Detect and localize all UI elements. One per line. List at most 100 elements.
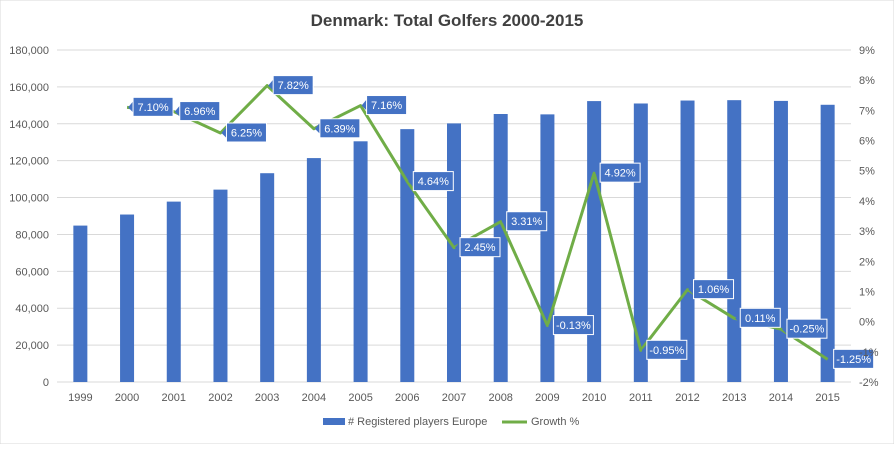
data-label-box	[412, 171, 454, 192]
data-label-text: 7.82%	[278, 80, 309, 92]
bar	[633, 103, 648, 382]
data-label-text: 6.96%	[184, 106, 215, 118]
data-label: -0.95%	[641, 339, 688, 360]
right-tick-label: 9%	[859, 45, 875, 57]
right-tick-label: 2%	[859, 256, 875, 268]
bar	[400, 129, 415, 382]
data-label-box	[225, 122, 267, 143]
x-tick-label: 1999	[68, 392, 92, 404]
data-label-text: 2.45%	[464, 242, 495, 254]
data-label-pointer	[128, 101, 134, 113]
data-label-pointer	[595, 167, 601, 179]
bar	[73, 225, 88, 382]
data-label-box	[833, 348, 875, 369]
bar	[773, 100, 788, 382]
left-tick-label: 60,000	[15, 266, 49, 278]
data-label: 2.45%	[455, 237, 501, 258]
data-labels: 7.10% 6.96% 6.25% 7.82% 6.39% 7.16% 4.64% 2.45%…	[128, 75, 875, 369]
data-label-box	[506, 211, 548, 232]
bar	[727, 100, 742, 383]
data-label-text: 6.39%	[324, 123, 355, 135]
bar	[120, 214, 135, 382]
x-tick-label: 2007	[442, 392, 466, 404]
data-label-pointer	[361, 99, 367, 111]
data-label-text: 0.11%	[745, 313, 776, 325]
legend-swatch-bars	[323, 418, 345, 425]
data-label: 7.10%	[128, 96, 174, 117]
x-tick-label: 2014	[769, 392, 793, 404]
growth-line	[126, 84, 829, 361]
right-tick-label: 6%	[859, 136, 875, 148]
data-label-box	[272, 75, 314, 96]
data-label-box	[552, 315, 594, 336]
legend-label-bars: # Registered players Europe	[348, 416, 487, 428]
data-label: 7.16%	[361, 95, 408, 116]
left-tick-label: 0	[43, 377, 49, 389]
x-tick-label: 2005	[348, 392, 372, 404]
right-tick-label: 7%	[859, 105, 875, 117]
data-label-text: 4.92%	[605, 168, 636, 180]
bar	[260, 173, 275, 382]
data-label-box	[319, 118, 361, 139]
data-label: 6.39%	[314, 118, 361, 139]
x-tick-label: 2015	[815, 392, 839, 404]
bar	[447, 123, 461, 383]
data-label: 3.31%	[501, 211, 548, 232]
data-label: -0.25%	[781, 318, 828, 339]
data-label-text: -0.13%	[556, 320, 591, 332]
data-label: 4.64%	[408, 171, 454, 192]
data-label-box	[179, 101, 221, 122]
right-tick-label: 5%	[859, 166, 875, 178]
data-label-pointer	[174, 105, 180, 117]
data-label-box	[132, 96, 174, 117]
data-label-box	[693, 279, 735, 300]
line-series	[126, 84, 829, 361]
bar	[680, 100, 695, 382]
x-tick-label: 2000	[115, 392, 139, 404]
x-tick-label: 2013	[722, 392, 746, 404]
x-tick-label: 2012	[675, 392, 699, 404]
data-label-box	[366, 95, 408, 116]
x-tick-label: 2001	[162, 392, 186, 404]
legend: # Registered players Europe Growth %	[323, 416, 580, 428]
data-label-text: 4.64%	[418, 176, 449, 188]
data-label-pointer	[501, 215, 507, 227]
right-tick-label: 0%	[859, 317, 875, 329]
axes: 0 20,000 40,000 60,000 80,000 100,000 120,000 1…	[9, 45, 879, 404]
data-label: 0.11%	[735, 307, 781, 328]
data-label: 6.25%	[221, 122, 267, 143]
data-label-text: -1.25%	[836, 354, 871, 366]
data-label-text: -0.25%	[790, 324, 825, 336]
data-label-pointer	[688, 283, 694, 295]
data-label-pointer	[314, 122, 320, 134]
chart-title: Denmark: Total Golfers 2000-2015	[311, 11, 584, 30]
right-tick-label: 4%	[859, 196, 875, 208]
data-label: 4.92%	[595, 162, 641, 183]
right-tick-label: 3%	[859, 226, 875, 238]
data-label-pointer	[221, 127, 227, 138]
left-tick-label: 180,000	[9, 45, 49, 57]
right-tick-label: 1%	[859, 286, 875, 298]
x-tick-label: 2010	[582, 392, 606, 404]
left-tick-label: 20,000	[15, 340, 49, 352]
x-tick-label: 2003	[255, 392, 279, 404]
data-label: -1.25%	[828, 348, 875, 369]
left-tick-label: 160,000	[9, 82, 49, 94]
right-tick-label: -1%	[859, 347, 879, 359]
data-label-pointer	[735, 312, 741, 324]
x-tick-label: 2004	[302, 392, 326, 404]
data-label-pointer	[828, 353, 834, 365]
right-tick-label: -2%	[859, 377, 879, 389]
data-label-box	[646, 339, 688, 360]
bar	[820, 104, 835, 382]
bar	[493, 114, 508, 382]
bar	[306, 158, 321, 382]
legend-label-line: Growth %	[531, 416, 580, 428]
data-label-pointer	[268, 79, 274, 91]
left-tick-label: 80,000	[15, 229, 49, 241]
bar	[353, 141, 368, 382]
data-label-box	[459, 237, 501, 258]
data-label-box	[739, 307, 781, 328]
x-tick-label: 2006	[395, 392, 419, 404]
